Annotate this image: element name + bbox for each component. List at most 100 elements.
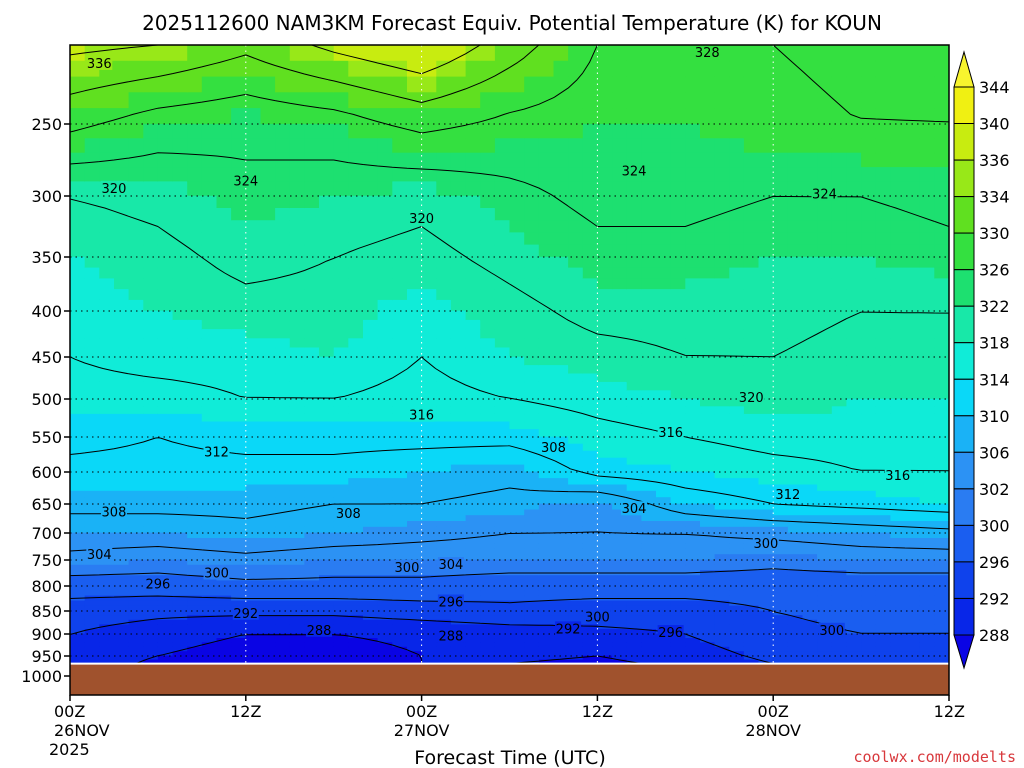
field-cell — [70, 278, 86, 290]
field-cell — [568, 398, 584, 407]
field-cell — [685, 60, 701, 78]
field-cell — [348, 436, 364, 445]
field-cell — [538, 532, 555, 539]
field-cell — [656, 526, 672, 534]
field-cell — [934, 76, 949, 93]
field-cell — [700, 413, 716, 423]
field-cell — [275, 633, 291, 639]
field-cell — [538, 450, 555, 459]
field-cell — [407, 651, 423, 657]
field-cell — [743, 92, 760, 109]
field-cell — [275, 610, 291, 616]
field-cell — [157, 436, 174, 445]
colorbar-tick-label: 334 — [979, 188, 1010, 207]
field-cell — [260, 267, 276, 279]
field-cell — [465, 590, 481, 597]
field-cell — [787, 471, 804, 479]
field-cell — [128, 123, 144, 139]
field-cell — [861, 548, 877, 555]
field-cell — [333, 289, 349, 301]
field-cell — [289, 646, 305, 652]
field-cell — [846, 509, 862, 516]
field-cell — [582, 497, 598, 505]
field-cell — [582, 76, 598, 93]
field-cell — [905, 152, 921, 168]
field-cell — [641, 538, 657, 544]
field-cell — [612, 60, 628, 78]
field-cell — [743, 181, 760, 197]
field-cell — [143, 532, 159, 539]
field-cell — [99, 575, 115, 581]
contour-label: 292 — [233, 607, 258, 622]
field-cell — [743, 436, 760, 445]
field-cell — [480, 381, 496, 391]
field-cell — [509, 646, 525, 652]
field-cell — [231, 421, 247, 430]
field-cell — [685, 471, 701, 479]
field-cell — [187, 595, 203, 602]
field-cell — [260, 564, 276, 571]
field-cell — [231, 45, 247, 62]
colorbar-tick-label: 326 — [979, 261, 1010, 280]
field-cell — [553, 108, 569, 125]
field-cell — [875, 390, 891, 400]
field-cell — [582, 381, 598, 391]
field-cell — [685, 310, 701, 321]
field-cell — [568, 610, 584, 616]
field-cell — [480, 181, 496, 197]
field-cell — [553, 45, 569, 62]
field-cell — [70, 76, 86, 93]
field-cell — [84, 108, 100, 125]
field-cell — [450, 45, 467, 62]
field-cell — [480, 509, 496, 516]
field-cell — [84, 329, 100, 339]
field-cell — [377, 484, 393, 492]
field-cell — [172, 490, 188, 498]
field-cell — [846, 624, 862, 630]
field-cell — [436, 138, 452, 154]
field-cell — [304, 319, 320, 330]
field-cell — [612, 605, 628, 612]
field-cell — [787, 600, 804, 607]
field-cell — [758, 515, 774, 522]
field-cell — [919, 436, 935, 445]
field-cell — [934, 398, 949, 407]
field-cell — [582, 624, 598, 630]
field-cell — [363, 605, 379, 612]
field-cell — [157, 642, 174, 648]
field-cell — [890, 655, 906, 661]
field-cell — [84, 503, 100, 510]
field-cell — [890, 450, 906, 459]
field-cell — [641, 138, 657, 154]
field-cell — [450, 590, 467, 597]
field-cell — [538, 220, 555, 233]
contour-320 — [70, 198, 949, 358]
field-cell — [890, 642, 906, 648]
field-cell — [289, 108, 305, 125]
field-cell — [597, 575, 613, 581]
field-cell — [817, 289, 833, 301]
field-cell — [641, 398, 657, 407]
field-cell — [392, 610, 408, 616]
field-cell — [538, 181, 555, 197]
colorbar-box — [953, 86, 975, 124]
field-cell — [392, 471, 408, 479]
field-cell — [612, 443, 628, 452]
field-cell — [450, 208, 467, 221]
field-cell — [304, 181, 320, 197]
field-cell — [787, 167, 804, 183]
field-cell — [802, 615, 818, 621]
field-cell — [392, 619, 408, 625]
colorbar-tick-label: 330 — [979, 224, 1010, 243]
field-cell — [597, 338, 613, 349]
field-cell — [553, 123, 569, 139]
field-cell — [656, 651, 672, 657]
field-cell — [670, 152, 686, 168]
field-cell — [480, 655, 496, 661]
field-cell — [538, 356, 555, 366]
field-cell — [568, 532, 584, 539]
field-cell — [275, 484, 291, 492]
field-cell — [700, 638, 716, 643]
field-cell — [509, 381, 525, 391]
field-cell — [289, 329, 305, 339]
